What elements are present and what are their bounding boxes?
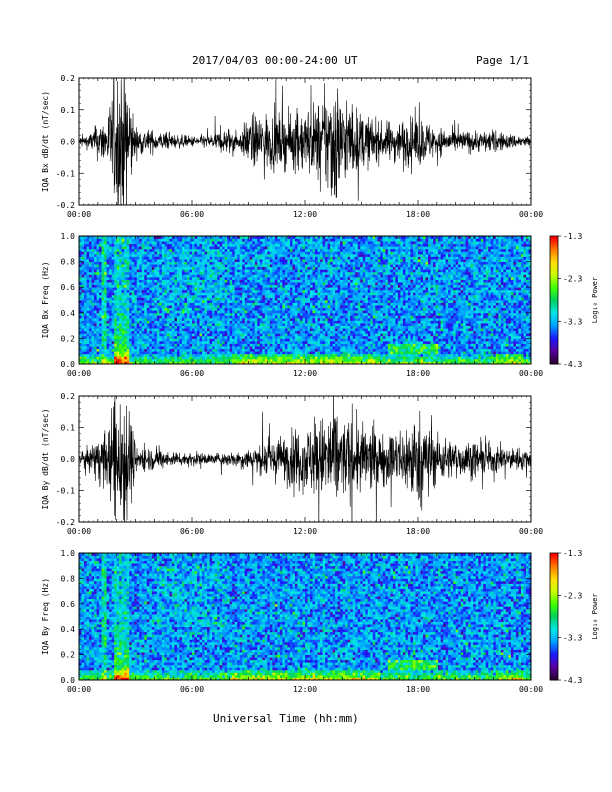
x-tick-label: 18:00 <box>406 527 430 536</box>
x-tick-label: 00:00 <box>519 685 543 694</box>
x-tick-label: 12:00 <box>293 369 317 378</box>
waveform-series <box>79 78 531 205</box>
x-tick-label: 18:00 <box>406 210 430 219</box>
colorbar <box>549 552 559 681</box>
x-tick-label: 00:00 <box>67 527 91 536</box>
x-tick-label: 12:00 <box>293 527 317 536</box>
x-axis-label: Universal Time (hh:mm) <box>213 712 359 725</box>
y-tick-label: 0.0 <box>61 360 76 369</box>
plot-frame <box>78 235 532 365</box>
colorbar-tick-label: -2.3 <box>563 591 582 600</box>
y-tick-label: -0.2 <box>56 518 75 527</box>
y-tick-label: 1.0 <box>61 549 76 558</box>
colorbar-tick-label: -4.3 <box>563 360 582 369</box>
page-number: Page 1/1 <box>476 54 529 67</box>
colorbar-tick-label: -1.3 <box>563 549 582 558</box>
x-tick-label: 12:00 <box>293 210 317 219</box>
spectrogram-image <box>79 553 532 681</box>
colorbar-tick-label: -2.3 <box>563 275 582 284</box>
colorbar-label: Log₁₀ Power <box>591 277 599 323</box>
x-tick-label: 18:00 <box>406 369 430 378</box>
page-title: 2017/04/03 00:00-24:00 UT <box>192 54 358 67</box>
x-tick-label: 12:00 <box>293 685 317 694</box>
x-tick-label: 06:00 <box>180 685 204 694</box>
y-tick-label: -0.1 <box>56 169 75 178</box>
y-tick-label: 0.6 <box>61 600 76 609</box>
spectrogram-image <box>79 236 532 365</box>
x-tick-label: 00:00 <box>67 210 91 219</box>
y-tick-label: 0.0 <box>61 455 76 464</box>
waveform-series <box>79 396 531 522</box>
colorbar <box>549 235 559 365</box>
y-tick-label: 0.4 <box>61 309 76 318</box>
colorbar-tick-label: -4.3 <box>563 676 582 685</box>
x-tick-label: 00:00 <box>67 369 91 378</box>
x-tick-label: 06:00 <box>180 369 204 378</box>
y-tick-label: 0.4 <box>61 625 76 634</box>
y-tick-label: 1.0 <box>61 232 76 241</box>
y-tick-label: 0.0 <box>61 138 76 147</box>
plot-frame <box>78 77 532 206</box>
y-tick-label: 0.2 <box>61 392 76 401</box>
plot-frame <box>78 395 532 523</box>
colorbar-tick-label: -3.3 <box>563 317 582 326</box>
y-tick-label: -0.2 <box>56 201 75 210</box>
colorbar-tick-label: -1.3 <box>563 232 582 241</box>
y-tick-label: -0.1 <box>56 487 75 496</box>
colorbar-label: Log₁₀ Power <box>591 593 599 639</box>
colorbar-tick-label: -3.3 <box>563 634 582 643</box>
y-tick-label: 0.0 <box>61 676 76 685</box>
y-axis-label-1: IQA Bx Freq (Hz) <box>41 261 50 338</box>
y-tick-label: 0.2 <box>61 334 76 343</box>
y-axis-label-3: IQA By Freq (Hz) <box>41 578 50 655</box>
x-tick-label: 00:00 <box>519 527 543 536</box>
y-tick-label: 0.6 <box>61 283 76 292</box>
y-tick-label: 0.1 <box>61 106 76 115</box>
y-tick-label: 0.2 <box>61 74 76 83</box>
x-tick-label: 06:00 <box>180 527 204 536</box>
x-tick-label: 00:00 <box>519 210 543 219</box>
y-tick-label: 0.1 <box>61 424 76 433</box>
y-axis-label-0: IQA Bx dB/dt (nT/sec) <box>41 91 50 192</box>
y-tick-label: 0.8 <box>61 574 76 583</box>
y-tick-label: 0.8 <box>61 258 76 267</box>
y-tick-label: 0.2 <box>61 651 76 660</box>
x-tick-label: 00:00 <box>67 685 91 694</box>
x-tick-label: 18:00 <box>406 685 430 694</box>
y-axis-label-2: IQA By dB/dt (nT/sec) <box>41 408 50 509</box>
x-tick-label: 00:00 <box>519 369 543 378</box>
x-tick-label: 06:00 <box>180 210 204 219</box>
plot-frame <box>78 552 532 681</box>
